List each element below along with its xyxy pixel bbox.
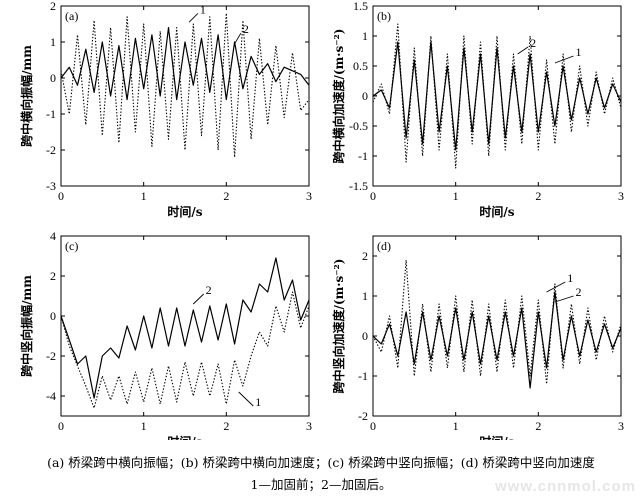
y-tick-label-c: 0 xyxy=(50,309,56,323)
y-tick-label-c: 2 xyxy=(50,269,56,283)
annotation-leader-c-1 xyxy=(238,391,254,407)
x-tick-label-b: 3 xyxy=(618,189,624,203)
y-tick-label-a: -1 xyxy=(46,107,56,121)
x-axis-label-b: 时间/s xyxy=(479,204,514,219)
x-tick-label-d: 1 xyxy=(453,419,459,433)
annotation-leader-a-2 xyxy=(234,32,242,45)
x-tick-label-a: 2 xyxy=(223,189,229,203)
panel-label-b: (b) xyxy=(377,9,391,23)
y-axis-label-a: 跨中横向振幅/mm xyxy=(19,45,34,147)
x-axis-label-c: 时间/s xyxy=(167,434,202,440)
annotation-leader-c-2 xyxy=(192,293,204,305)
y-tick-label-c: -4 xyxy=(46,389,56,403)
annotation-label-a-1: 1 xyxy=(200,2,206,16)
y-tick-label-b: 0 xyxy=(362,89,368,103)
panel-label-d: (d) xyxy=(377,239,391,253)
chart-panel-a: 0 1 2 3 -3 -2 -1 0 1 2 时间/s 跨中横向振幅/mm (a) 1 2 xyxy=(19,0,312,219)
x-tick-label-d: 0 xyxy=(370,419,376,433)
watermark: www.cnnmol.com xyxy=(495,478,636,495)
annotation-label-a-2: 2 xyxy=(243,22,249,36)
y-tick-label-b: 1.5 xyxy=(353,0,368,13)
y-tick-label-b: -1.5 xyxy=(349,179,368,193)
x-tick-label-d: 2 xyxy=(535,419,541,433)
x-tick-label-a: 1 xyxy=(141,189,147,203)
x-tick-label-c: 0 xyxy=(58,419,64,433)
x-axis-label-d: 时间/s xyxy=(479,434,514,440)
chart-panel-b: 0 1 2 3 -1.5 -1 -0.5 0 0.5 1 1.5 时间/s 跨中横向加速度/(m·s⁻²… xyxy=(331,0,624,219)
annotation-label-d-1: 1 xyxy=(567,271,573,285)
y-tick-label-a: 0 xyxy=(50,71,56,85)
x-tick-label-c: 1 xyxy=(141,419,147,433)
y-tick-label-c: -2 xyxy=(46,349,56,363)
y-tick-label-c: 4 xyxy=(50,229,56,243)
y-tick-label-a: 1 xyxy=(50,35,56,49)
x-tick-label-a: 3 xyxy=(306,189,312,203)
series-line-c-1 xyxy=(61,291,309,409)
series-line-b-1 xyxy=(373,23,621,169)
y-tick-label-b: -0.5 xyxy=(349,119,368,133)
annotation-label-b-2: 2 xyxy=(530,36,536,50)
y-axis-label-c: 跨中竖向振幅/mm xyxy=(19,275,34,377)
y-tick-label-a: 2 xyxy=(50,0,56,13)
y-tick-label-a: -3 xyxy=(46,179,56,193)
series-line-d-1 xyxy=(373,259,621,385)
y-tick-label-d: -2 xyxy=(358,409,368,423)
y-tick-label-b: -1 xyxy=(358,149,368,163)
annotation-label-d-2: 2 xyxy=(576,285,582,299)
annotation-leader-b-1 xyxy=(554,55,574,64)
annotation-label-b-1: 1 xyxy=(576,45,582,59)
annotation-leader-d-2 xyxy=(554,295,574,303)
chart-panel-c: 0 1 2 3 -4 -2 0 2 4 时间/s 跨中竖向振幅/mm (c) 2 1 xyxy=(19,229,312,440)
annotation-leader-b-2 xyxy=(517,46,529,55)
x-tick-label-a: 0 xyxy=(58,189,64,203)
series-line-a-1 xyxy=(61,12,309,158)
series-line-c-2 xyxy=(61,257,309,399)
figure-caption-line1: (a) 桥梁跨中横向振幅；(b) 桥梁跨中横向加速度；(c) 桥梁跨中竖向振幅；… xyxy=(47,455,595,470)
x-tick-label-c: 3 xyxy=(306,419,312,433)
y-tick-label-d: 1 xyxy=(362,289,368,303)
annotation-leader-d-1 xyxy=(546,281,566,293)
plot-frame-d xyxy=(372,235,622,417)
y-tick-label-b: 1 xyxy=(362,29,368,43)
series-line-b-2 xyxy=(373,41,621,151)
y-tick-label-b: 0.5 xyxy=(353,59,368,73)
x-tick-label-b: 1 xyxy=(453,189,459,203)
panel-label-a: (a) xyxy=(65,9,78,23)
x-tick-label-c: 2 xyxy=(223,419,229,433)
y-tick-label-d: 0 xyxy=(362,329,368,343)
figure-caption-line2: 1—加固前；2—加固后。 xyxy=(250,477,392,492)
series-line-d-2 xyxy=(373,291,621,389)
annotation-label-c-2: 2 xyxy=(206,283,212,297)
plot-frame-c xyxy=(60,235,310,417)
panel-label-c: (c) xyxy=(65,239,78,253)
annotation-label-c-1: 1 xyxy=(255,395,261,409)
plot-frame-a xyxy=(60,5,310,187)
annotation-leader-a-1 xyxy=(188,13,199,23)
y-axis-label-d: 跨中竖向加速度/(m·s⁻²) xyxy=(331,259,346,394)
x-axis-label-a: 时间/s xyxy=(167,204,202,219)
x-tick-label-d: 3 xyxy=(618,419,624,433)
x-tick-label-b: 2 xyxy=(535,189,541,203)
y-tick-label-d: 2 xyxy=(362,249,368,263)
y-tick-label-a: -2 xyxy=(46,143,56,157)
x-tick-label-b: 0 xyxy=(370,189,376,203)
y-tick-label-d: -1 xyxy=(358,369,368,383)
series-line-a-2 xyxy=(61,27,309,101)
y-axis-label-b: 跨中横向加速度/(m·s⁻²) xyxy=(331,29,346,164)
